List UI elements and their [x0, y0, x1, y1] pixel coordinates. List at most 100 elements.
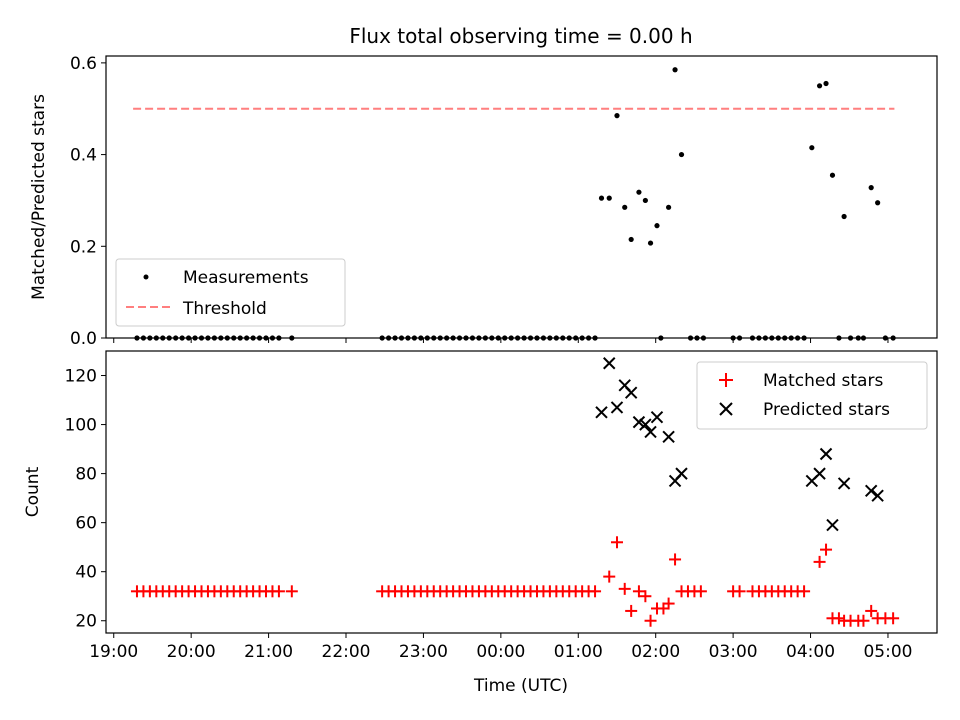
predicted-star-point — [603, 357, 616, 370]
measurement-point — [153, 335, 159, 341]
matched-star-point — [285, 585, 298, 598]
top-y-axis-label: Matched/Predicted stars — [29, 94, 49, 300]
measurement-point — [598, 195, 605, 201]
predicted-star-point — [624, 386, 638, 399]
predicted-star-point — [864, 484, 878, 497]
measurement-point — [775, 335, 781, 341]
measurement-point — [431, 335, 437, 341]
measurement-point — [198, 335, 205, 341]
measurement-point — [823, 80, 829, 87]
measurement-point — [678, 151, 685, 158]
measurement-point — [642, 197, 648, 204]
top-y-ticks: 0.0 0.2 0.4 0.6 — [70, 54, 106, 349]
measurement-point — [736, 335, 743, 341]
top-panel: Flux total observing time = 0.00 h 0.0 0.… — [29, 24, 938, 349]
bottom-y-ticks: 20 40 60 80 100 120 — [65, 367, 106, 632]
measurement-point — [795, 335, 801, 341]
x-tick-label: 01:00 — [554, 642, 603, 662]
matched-star-point — [857, 614, 870, 627]
measurement-point — [560, 335, 566, 341]
measurement-point — [579, 335, 585, 341]
measurement-point — [553, 335, 559, 341]
x-tick-label: 21:00 — [244, 642, 293, 662]
predicted-star-point — [632, 415, 646, 429]
bottom-legend-box — [696, 361, 928, 430]
measurement-point — [585, 335, 592, 341]
matched-star-point — [832, 612, 845, 625]
top-legend-box — [115, 258, 346, 327]
measurement-point — [166, 335, 172, 341]
measurement-point — [231, 335, 237, 341]
measurement-point — [237, 335, 243, 341]
measurements-layer — [134, 67, 896, 341]
legend-matched-label: Matched stars — [763, 371, 883, 391]
measurement-point — [847, 335, 854, 341]
measurement-point — [868, 185, 874, 191]
y-tick-label: 20 — [75, 612, 97, 632]
y-tick-label: 0.4 — [70, 146, 97, 166]
predicted-star-point — [662, 430, 675, 444]
measurement-point — [424, 335, 430, 341]
x-tick-label: 00:00 — [476, 642, 525, 662]
measurement-point — [205, 335, 211, 341]
measurement-point — [573, 335, 579, 341]
measurement-point — [836, 335, 842, 341]
bottom-legend: Matched stars Predicted stars — [696, 361, 928, 430]
measurement-point — [289, 335, 295, 341]
measurement-point — [185, 335, 192, 341]
predicted-star-point — [826, 518, 839, 532]
measurement-point — [398, 335, 405, 341]
y-tick-label: 40 — [75, 563, 97, 583]
predicted-star-point — [639, 418, 652, 431]
x-tick-label: 19:00 — [89, 642, 138, 662]
measurement-point — [173, 335, 179, 341]
predicted-stars-layer — [595, 357, 884, 532]
x-tick-label: 03:00 — [709, 642, 758, 662]
matched-star-point — [662, 597, 675, 610]
x-tick-label: 23:00 — [399, 642, 448, 662]
matched-star-point — [272, 585, 285, 598]
matched-star-point — [813, 555, 826, 568]
measurement-point — [647, 240, 654, 246]
measurement-point — [801, 335, 807, 341]
measurement-point — [540, 335, 547, 341]
y-tick-label: 0.0 — [70, 329, 97, 349]
legend-threshold-label: Threshold — [182, 299, 267, 319]
matched-stars-layer — [130, 536, 900, 627]
y-tick-label: 80 — [75, 465, 97, 485]
measurement-point — [809, 145, 815, 151]
measurement-point — [276, 335, 282, 341]
matched-star-point — [865, 604, 878, 617]
measurement-point — [890, 335, 896, 341]
measurement-point — [489, 335, 495, 341]
x-axis-label: Time (UTC) — [473, 676, 568, 696]
chart-title: Flux total observing time = 0.00 h — [349, 24, 692, 48]
measurement-point — [218, 335, 224, 341]
measurement-point — [508, 335, 514, 341]
measurement-point — [405, 335, 411, 341]
measurement-point — [134, 335, 140, 341]
y-tick-label: 0.6 — [70, 54, 97, 74]
bottom-y-axis-label: Count — [23, 466, 43, 517]
predicted-star-point — [595, 406, 608, 419]
measurement-point — [592, 335, 598, 341]
measurement-point — [756, 335, 762, 341]
matched-star-point — [618, 582, 631, 595]
x-tick-label: 05:00 — [863, 642, 912, 662]
measurement-point — [527, 335, 534, 341]
measurement-point — [614, 113, 620, 119]
measurement-point — [456, 335, 463, 341]
predicted-star-point — [837, 477, 851, 490]
measurement-point — [816, 83, 823, 89]
legend-predicted-label: Predicted stars — [763, 400, 890, 420]
measurement-point — [385, 335, 392, 341]
measurement-point — [269, 335, 276, 341]
measurement-point — [875, 200, 881, 206]
measurement-point — [515, 335, 521, 341]
measurement-point — [628, 236, 634, 243]
y-tick-label: 60 — [75, 514, 97, 534]
measurement-point — [469, 335, 476, 341]
top-x-ticks — [113, 338, 889, 343]
predicted-star-point — [819, 447, 833, 461]
